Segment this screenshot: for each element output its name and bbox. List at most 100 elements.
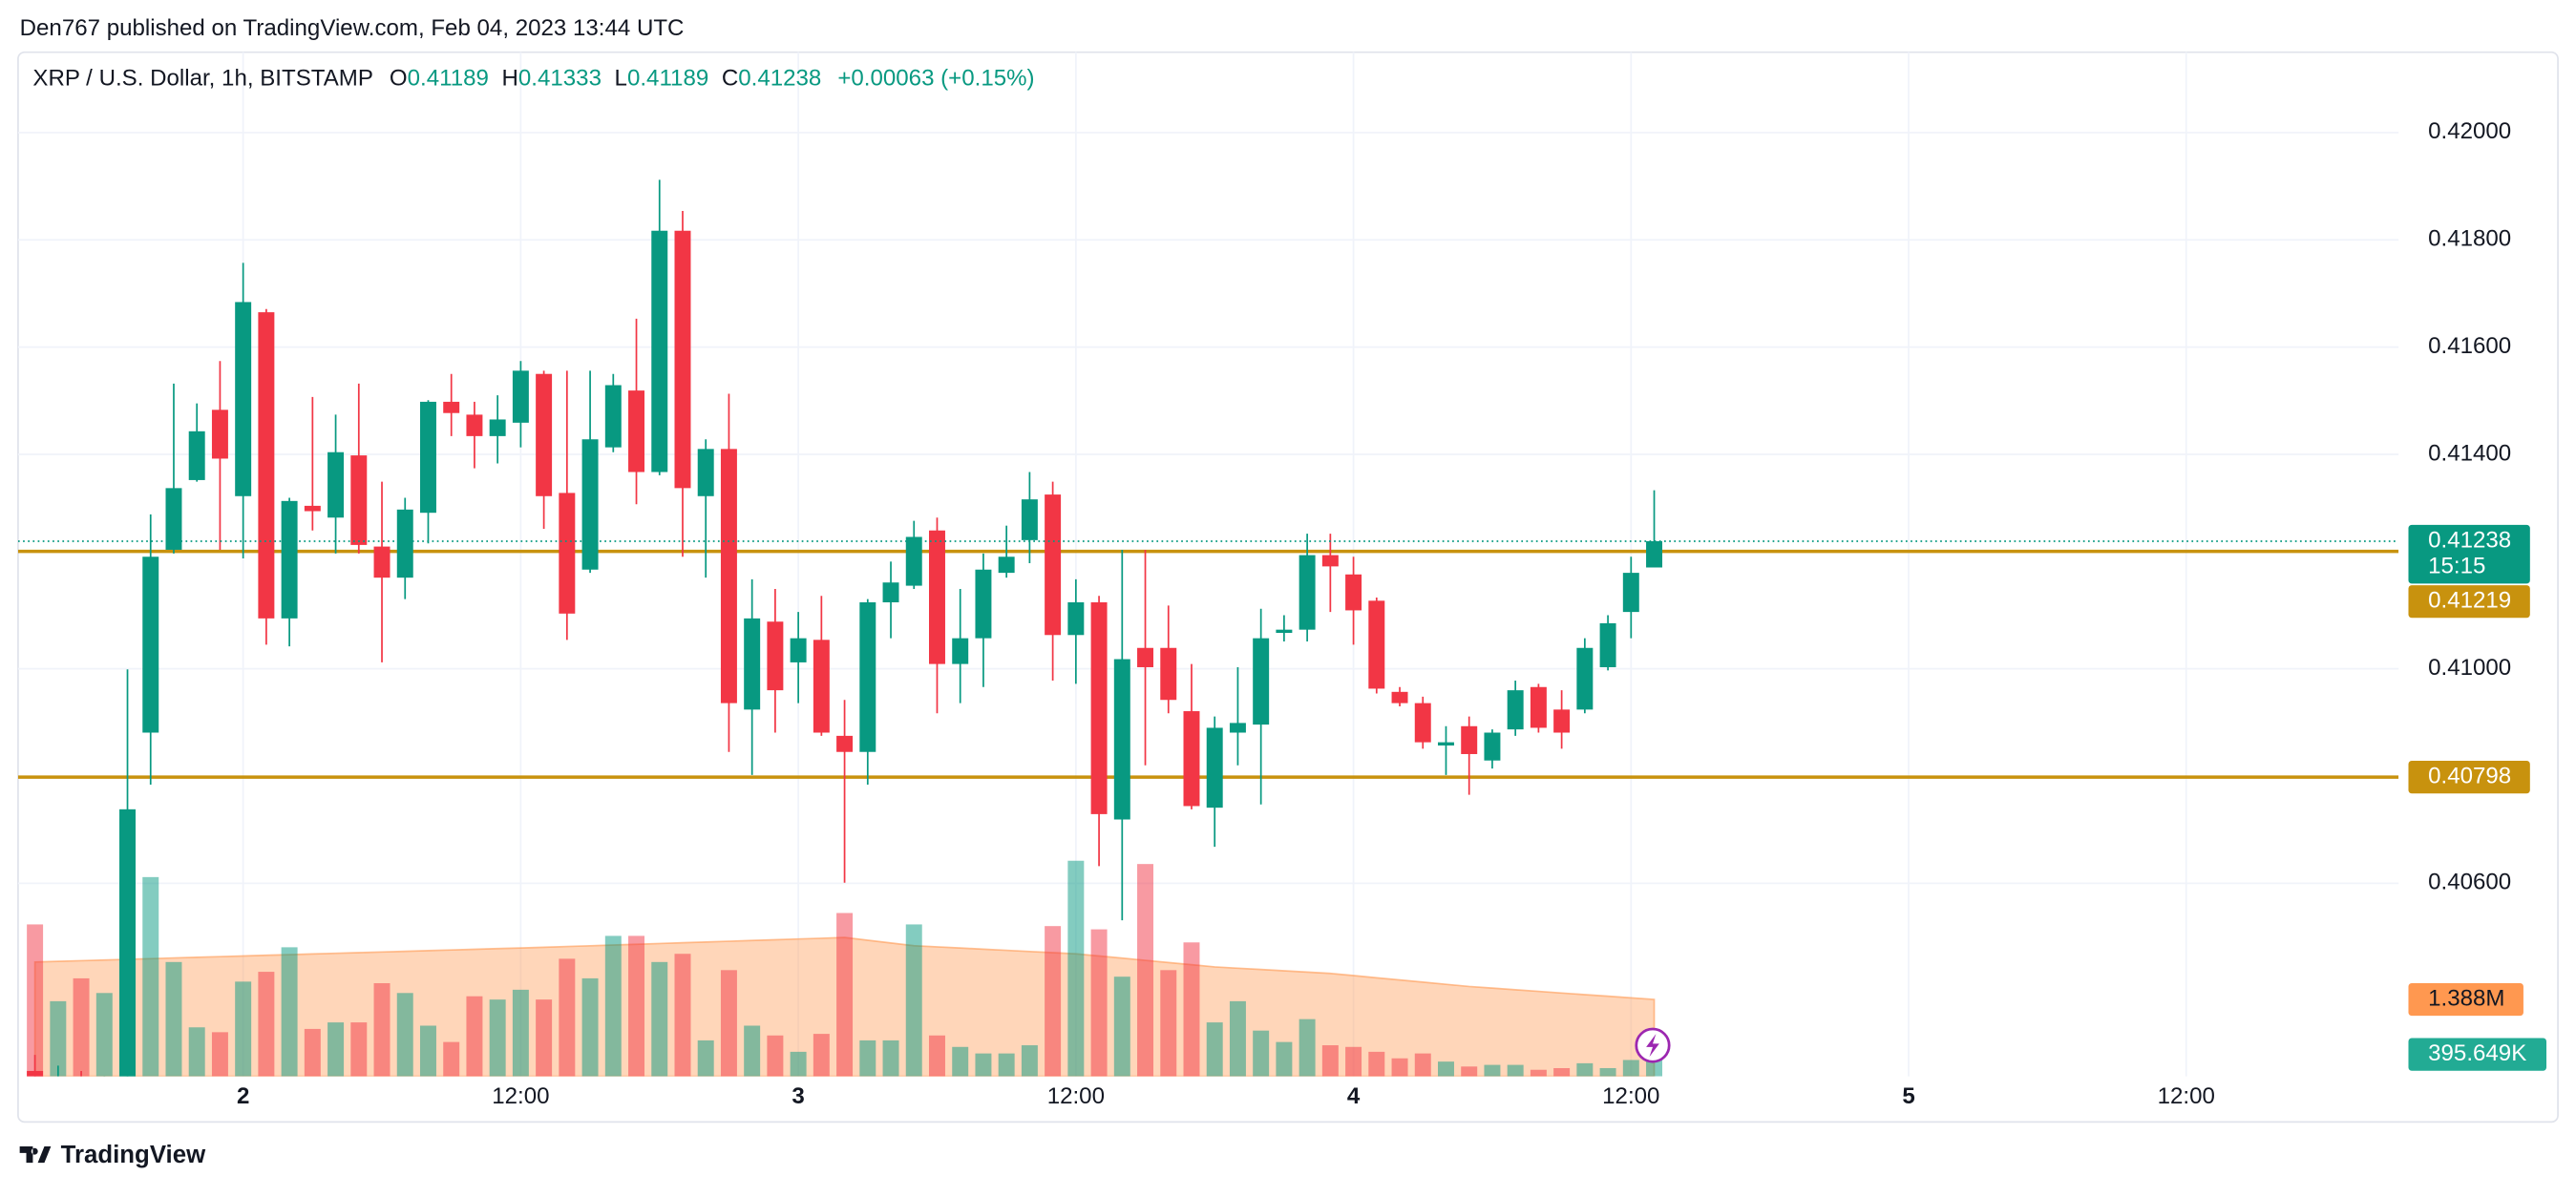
volume-bar [998, 1053, 1015, 1077]
y-tick-label: 0.42000 [2428, 118, 2511, 144]
candle-body [1113, 659, 1130, 820]
candle-body [604, 385, 622, 448]
logo: TradingView [19, 1142, 206, 1168]
x-tick-label: 4 [1347, 1083, 1361, 1109]
volume-bar [1137, 864, 1154, 1077]
candle-body [1321, 555, 1339, 567]
candle-body [836, 735, 854, 752]
level-label: 0.40798 [2428, 764, 2511, 789]
candle-body [674, 230, 691, 489]
candle-body [628, 390, 645, 472]
volume-bar [1599, 1067, 1616, 1077]
replay-icon[interactable] [1635, 1027, 1671, 1063]
legend-change: +0.00063 (+0.15%) [837, 66, 1034, 92]
y-tick-label: 0.41600 [2428, 333, 2511, 359]
candle-body [1183, 711, 1200, 807]
level-label: 0.41219 [2428, 588, 2511, 614]
candle-body [929, 530, 945, 664]
volume-bar [559, 958, 576, 1077]
volume-bar [396, 993, 413, 1077]
candle-body [536, 373, 553, 496]
candle-body [211, 410, 228, 459]
candle-body [1137, 647, 1154, 667]
volume-bar [327, 1022, 345, 1077]
candle-body [1507, 690, 1524, 730]
publisher-line: Den767 published on TradingView.com, Feb… [20, 15, 685, 41]
last-price-label: 0.41238 [2428, 527, 2511, 553]
candle-body [50, 1082, 66, 1092]
volume-bar [1321, 1045, 1339, 1077]
volume-ma-tag [2408, 982, 2523, 1017]
volume-bar [744, 1025, 761, 1077]
volume-bar [651, 961, 668, 1077]
candle-body [350, 455, 368, 545]
candle-body [1299, 555, 1316, 630]
volume-bar [1553, 1067, 1571, 1077]
candle-body [1553, 709, 1571, 733]
candle-body [327, 452, 345, 518]
candle-body [859, 602, 876, 752]
volume-bar [304, 1028, 321, 1077]
candle-body [373, 546, 391, 578]
volume-bar [952, 1046, 969, 1077]
candle-body [1599, 622, 1616, 667]
legend-key: L [615, 66, 627, 92]
volume-ma-label: 1.388M [2428, 985, 2504, 1011]
volume-bar [905, 924, 922, 1077]
candle-body [720, 449, 737, 704]
volume-bar [1576, 1062, 1594, 1077]
candle-body [767, 621, 784, 691]
candle-body [1368, 600, 1385, 689]
plot-area [17, 179, 2399, 1092]
candle-body [1206, 727, 1223, 808]
candle-body [1345, 574, 1362, 611]
candle-body [1160, 647, 1177, 701]
volume-bar [188, 1027, 205, 1077]
candle-body [581, 439, 599, 570]
volume-bar [1067, 860, 1085, 1077]
volume-bar [536, 999, 553, 1077]
level-tag [2408, 761, 2530, 794]
candle-body [165, 488, 182, 550]
volume-label: 395.649K [2428, 1040, 2526, 1066]
volume-tag [2408, 1038, 2547, 1071]
volume-bar [350, 1022, 368, 1077]
candle-body [1414, 703, 1431, 743]
volume-bar [674, 954, 691, 1077]
x-tick-label: 12:00 [2158, 1083, 2215, 1109]
volume-bar [1345, 1046, 1362, 1077]
candle-body [235, 302, 252, 496]
volume-bar [1530, 1069, 1547, 1077]
candle-body [1484, 732, 1501, 761]
legend-value: 0.41238 [738, 66, 821, 92]
volume-bar [604, 935, 622, 1077]
volume-bar [628, 935, 645, 1077]
x-tick-label: 12:00 [1047, 1083, 1105, 1109]
candle-body [998, 556, 1015, 574]
candle-body [443, 401, 460, 413]
volume-bar [1183, 942, 1200, 1077]
candle-body [790, 638, 807, 662]
legend-key: O [390, 66, 408, 92]
candle-body [396, 509, 413, 578]
volume-bar [882, 1040, 899, 1077]
x-tick-label: 12:00 [492, 1083, 549, 1109]
level-tag [2408, 585, 2530, 619]
candle-body [1622, 573, 1639, 613]
volume-bar [50, 1000, 67, 1077]
volume-bar [466, 996, 483, 1077]
candle-body [1067, 602, 1085, 636]
x-tick-label: 2 [237, 1083, 249, 1109]
candle-body [188, 430, 205, 480]
candle-body [1461, 725, 1478, 754]
volume-bar [929, 1035, 945, 1077]
candle-body [489, 419, 506, 436]
candle-body [304, 505, 321, 512]
volume-bar [975, 1053, 992, 1077]
candle-body [1576, 647, 1594, 710]
volume-bar [697, 1040, 714, 1077]
candle-body [142, 556, 159, 733]
volume-bar [489, 999, 506, 1077]
